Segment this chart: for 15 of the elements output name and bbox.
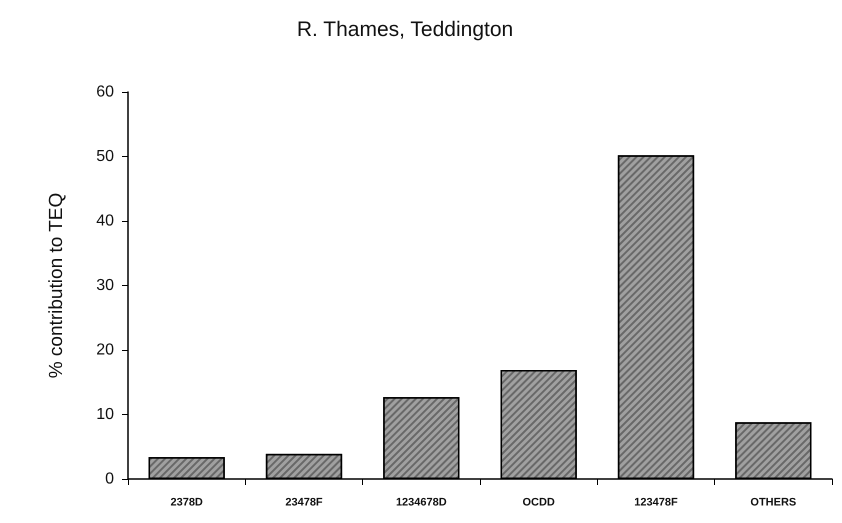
y-tick-label: 30 xyxy=(96,277,114,294)
x-tick-label: 23478F xyxy=(285,496,323,508)
x-tick-label: 123478F xyxy=(634,496,678,508)
y-tick-label: 10 xyxy=(96,406,114,423)
y-tick-label: 60 xyxy=(96,84,114,100)
y-tick-label: 0 xyxy=(105,470,114,488)
y-tick-label: 50 xyxy=(96,148,114,165)
x-tick-label: 2378D xyxy=(170,496,203,508)
y-tick-label: 40 xyxy=(96,212,114,230)
x-tick-label: OTHERS xyxy=(750,496,796,508)
y-axis-title: % contribution to TEQ xyxy=(46,192,67,378)
x-tick-label: OCDD xyxy=(522,496,555,508)
chart-title: R. Thames, Teddington xyxy=(296,18,514,41)
x-tick-label: 1234678D xyxy=(396,496,447,508)
y-tick-label: 20 xyxy=(96,342,114,358)
